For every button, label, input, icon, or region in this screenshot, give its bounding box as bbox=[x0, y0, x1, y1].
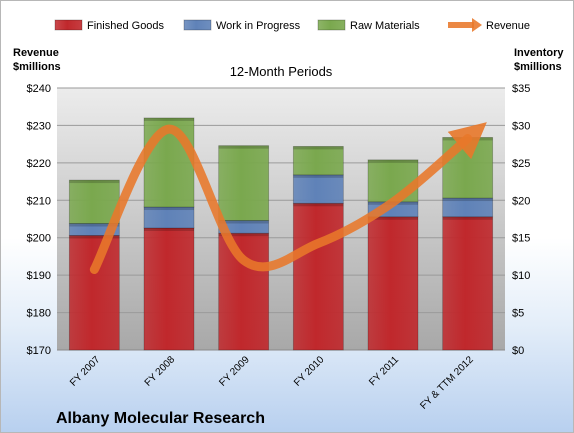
left-axis-unit: $millions bbox=[13, 61, 61, 73]
legend-label: Finished Goods bbox=[87, 20, 165, 32]
right-tick-label: $35 bbox=[512, 83, 530, 95]
category-label: FY & TTM 2012 bbox=[418, 354, 476, 412]
bar-raw-materials bbox=[292, 145, 344, 176]
bar-work-in-progress bbox=[292, 174, 344, 204]
right-tick-label: $30 bbox=[512, 120, 530, 132]
legend-swatch-raw-materials bbox=[317, 19, 346, 31]
bar-finished-goods bbox=[292, 202, 344, 351]
category-label: FY 2011 bbox=[367, 354, 401, 388]
bar-top-shade bbox=[218, 145, 269, 149]
category-label: FY 2009 bbox=[217, 354, 252, 389]
right-tick-label: $15 bbox=[512, 233, 530, 245]
left-tick-label: $200 bbox=[27, 233, 51, 245]
right-axis-unit: $millions bbox=[514, 61, 562, 73]
right-axis-title: Inventory bbox=[514, 47, 564, 59]
bar-finished-goods bbox=[218, 232, 270, 351]
bar-top-shade bbox=[218, 233, 269, 237]
bar-raw-materials bbox=[442, 137, 494, 199]
left-tick-label: $240 bbox=[27, 83, 51, 95]
bar-finished-goods bbox=[143, 227, 195, 351]
bar-top-shade bbox=[293, 203, 344, 207]
left-tick-label: $190 bbox=[27, 270, 51, 282]
left-tick-label: $230 bbox=[27, 120, 51, 132]
legend-swatch-finished-goods bbox=[54, 19, 83, 31]
category-label: FY 2008 bbox=[143, 354, 178, 389]
legend-label: Revenue bbox=[486, 20, 530, 32]
left-tick-label: $180 bbox=[27, 308, 51, 320]
legend-label: Raw Materials bbox=[350, 20, 420, 32]
plot-area bbox=[57, 88, 505, 350]
bar-top-shade bbox=[69, 180, 120, 184]
bar-top-shade bbox=[293, 146, 344, 150]
bar-top-shade bbox=[368, 216, 418, 220]
bar-top-shade bbox=[69, 223, 120, 227]
bar-top-shade bbox=[144, 207, 194, 211]
category-label: FY 2007 bbox=[68, 354, 103, 389]
left-axis-title: Revenue bbox=[13, 47, 59, 59]
bar-top-shade bbox=[144, 227, 194, 231]
bar-raw-materials bbox=[218, 145, 270, 221]
legend-arrow-icon bbox=[472, 18, 482, 32]
right-tick-label: $20 bbox=[512, 195, 530, 207]
left-tick-label: $220 bbox=[27, 158, 51, 170]
legend-swatch-work-in-progress bbox=[183, 19, 212, 31]
bar-finished-goods bbox=[442, 216, 494, 351]
bar-work-in-progress bbox=[143, 206, 195, 229]
revenue-line bbox=[89, 122, 487, 275]
right-tick-label: $0 bbox=[512, 345, 524, 357]
bar-top-shade bbox=[293, 174, 344, 178]
category-label: FY 2010 bbox=[292, 354, 327, 389]
chart-subtitle: 12-Month Periods bbox=[230, 64, 333, 79]
bar-raw-materials bbox=[367, 159, 419, 203]
right-tick-label: $10 bbox=[512, 270, 530, 282]
left-tick-label: $170 bbox=[27, 345, 51, 357]
legend-label: Work in Progress bbox=[216, 20, 301, 32]
bar-top-shade bbox=[144, 117, 194, 121]
bar-top-shade bbox=[442, 198, 493, 202]
company-name: Albany Molecular Research bbox=[56, 410, 265, 427]
bar-top-shade bbox=[442, 216, 493, 220]
bar-finished-goods bbox=[68, 235, 120, 351]
left-tick-label: $210 bbox=[27, 195, 51, 207]
bar-top-shade bbox=[69, 235, 120, 239]
bar-top-shade bbox=[218, 220, 269, 224]
bar-top-shade bbox=[368, 159, 418, 163]
bar-finished-goods bbox=[367, 216, 419, 351]
right-tick-label: $5 bbox=[512, 308, 524, 320]
right-tick-label: $25 bbox=[512, 158, 530, 170]
